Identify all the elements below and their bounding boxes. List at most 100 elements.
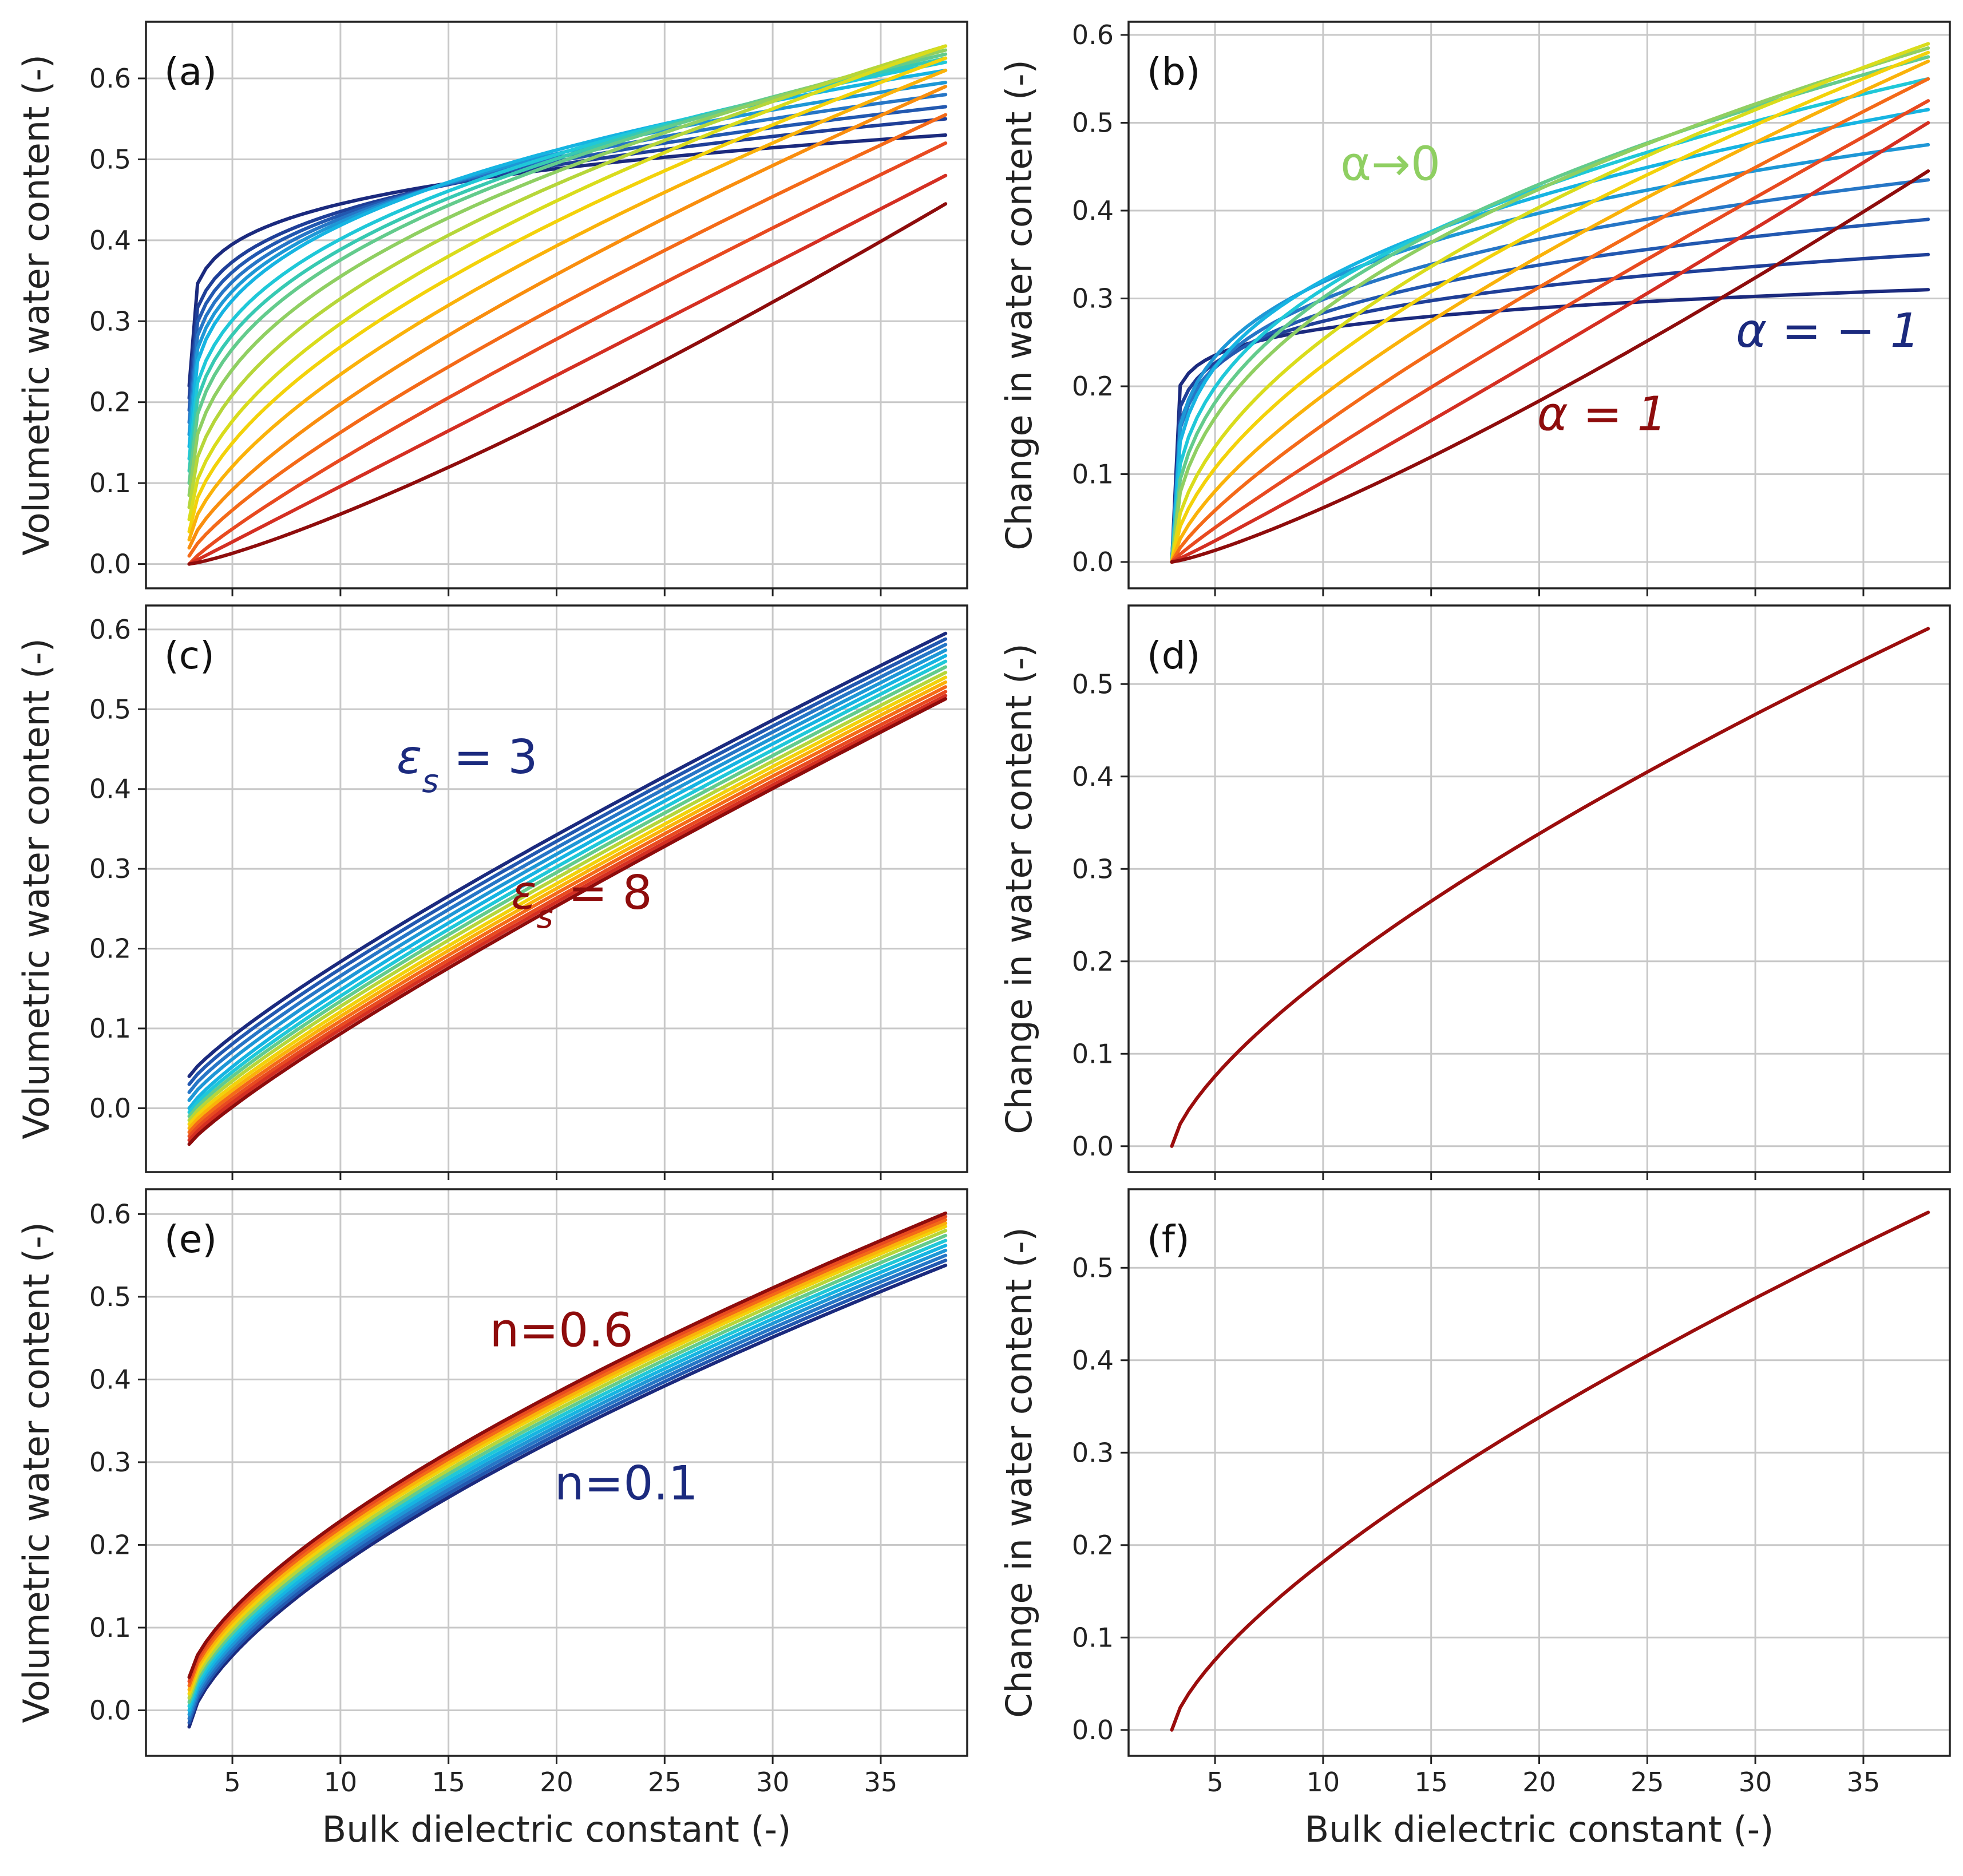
series-line-8 [187, 671, 948, 1122]
y-axis-label: Volumetric water content (-) [15, 638, 57, 1139]
y-tick-label: 0.1 [1072, 1622, 1114, 1653]
x-tick-label: 30 [756, 1767, 790, 1798]
series-line-1 [1170, 288, 1930, 564]
series-line-8 [187, 1229, 948, 1700]
series-line-12 [187, 690, 948, 1138]
x-tick-label: 15 [432, 1767, 465, 1798]
x-tick-label: 25 [648, 1767, 682, 1798]
y-tick-label: 0.2 [89, 1529, 131, 1560]
series-line-13 [187, 56, 948, 533]
series-line-14 [187, 697, 948, 1146]
x-axis-label: Bulk dielectric constant (-) [322, 1808, 791, 1850]
y-tick-label: 0.2 [1072, 946, 1114, 977]
y-tick-label: 0.0 [89, 1093, 131, 1123]
curve-annotation: n=0.1 [555, 1457, 698, 1511]
y-tick-label: 0.2 [89, 387, 131, 418]
series-line-13 [1170, 77, 1930, 564]
series-line-3 [187, 643, 948, 1094]
series-line-3 [187, 1253, 948, 1720]
series-line-1 [187, 1264, 948, 1729]
series-line-6 [187, 68, 948, 449]
y-tick-label: 0.6 [89, 614, 131, 645]
panel-label: (c) [164, 634, 215, 678]
series-line-1 [187, 631, 948, 1078]
x-tick-label: 30 [1739, 1767, 1772, 1798]
series-line-2 [1170, 252, 1930, 564]
series-line-19 [187, 202, 948, 566]
series-line-4 [187, 1248, 948, 1716]
y-tick-label: 0.5 [1072, 668, 1114, 699]
panel-label: (f) [1147, 1217, 1190, 1261]
y-tick-label: 0.1 [89, 468, 131, 498]
series-line-5 [187, 1244, 948, 1712]
x-tick-label: 20 [540, 1767, 573, 1798]
panel-c: 0.0 0.1 0.2 0.3 0.4 0.5 0.6 Volumetric water co… [15, 604, 968, 1180]
y-tick-label: 0.3 [1072, 853, 1114, 884]
series-line-14 [187, 68, 948, 542]
y-tick-label: 0.6 [1072, 19, 1114, 50]
series-line-13 [187, 694, 948, 1142]
y-tick-label: 0.3 [89, 853, 131, 884]
y-tick-label: 0.0 [1072, 547, 1114, 577]
y-tick-label: 0.5 [1072, 1252, 1114, 1283]
y-tick-label: 0.3 [1072, 283, 1114, 314]
series-line-4 [1170, 178, 1930, 564]
series-line-18 [187, 173, 948, 566]
series-line-6 [187, 659, 948, 1114]
series-line-11 [187, 44, 948, 509]
series-line-16 [187, 113, 948, 558]
y-axis-label: Volumetric water content (-) [15, 1222, 57, 1723]
series-line-11 [187, 1218, 948, 1688]
series-line-11 [1170, 50, 1930, 564]
panel-label: (a) [164, 50, 217, 94]
panel-a: 0.0 0.1 0.2 0.3 0.4 0.5 0.6 Volumetric water co… [15, 21, 968, 596]
series-line-6 [187, 1238, 948, 1708]
series-line-7 [187, 665, 948, 1118]
y-axis-label: Change in water content (-) [998, 60, 1040, 551]
curve-annotation: εs = 8 [511, 866, 652, 936]
y-tick-label: 0.4 [1072, 1345, 1114, 1376]
y-axis-label: Change in water content (-) [998, 643, 1040, 1134]
x-tick-label: 35 [1847, 1767, 1881, 1798]
panel-label: (d) [1147, 634, 1200, 678]
series-line-9 [187, 1225, 948, 1696]
panel-label: (b) [1147, 50, 1200, 94]
y-axis-label: Volumetric water content (-) [15, 54, 57, 556]
panel-e: 5 10 15 20 25 30 35 0.0 0.1 0.2 0.3 0.4 0.5 0.6 Volume… [15, 1188, 968, 1850]
series-line-4 [187, 648, 948, 1102]
series-line-11 [187, 685, 948, 1134]
curve-annotation: α = − 1 [1736, 304, 1920, 358]
y-tick-label: 0.4 [89, 774, 131, 805]
series-line-15 [1170, 121, 1930, 564]
curve-annotation: α = 1 [1537, 387, 1667, 442]
y-tick-label: 0.2 [89, 933, 131, 964]
panel-f: 5 10 15 20 25 30 35 0.0 0.1 0.2 0.3 0.4 0.5 Change in… [998, 1188, 1951, 1850]
series-line-3 [1170, 217, 1930, 564]
curve-annotation: εs = 3 [397, 730, 538, 800]
series-line-6 [1170, 108, 1930, 564]
series-line-2 [187, 1258, 948, 1725]
series-line-5 [187, 81, 948, 437]
series-line-7 [187, 1233, 948, 1704]
series-line-12 [187, 1214, 948, 1683]
series-line-12 [1170, 60, 1930, 564]
y-tick-label: 0.3 [1072, 1437, 1114, 1468]
y-tick-label: 0.2 [1072, 1530, 1114, 1561]
y-tick-label: 0.1 [89, 1013, 131, 1044]
curve-annotation: n=0.6 [489, 1304, 633, 1358]
series-line-15 [187, 85, 948, 550]
series-line-1 [1170, 1210, 1930, 1732]
series-line-10 [187, 1221, 948, 1692]
series-line-1 [1170, 627, 1930, 1148]
series-line-13 [187, 1211, 948, 1679]
y-tick-label: 0.4 [89, 225, 131, 256]
y-tick-label: 0.5 [89, 694, 131, 725]
x-tick-label: 15 [1414, 1767, 1448, 1798]
series-line-14 [1170, 99, 1930, 564]
y-tick-label: 0.4 [89, 1364, 131, 1395]
y-tick-label: 0.6 [89, 1198, 131, 1229]
y-tick-label: 0.5 [89, 1281, 131, 1312]
y-tick-label: 0.2 [1072, 371, 1114, 402]
y-tick-label: 0.5 [1072, 108, 1114, 138]
series-line-2 [187, 637, 948, 1086]
